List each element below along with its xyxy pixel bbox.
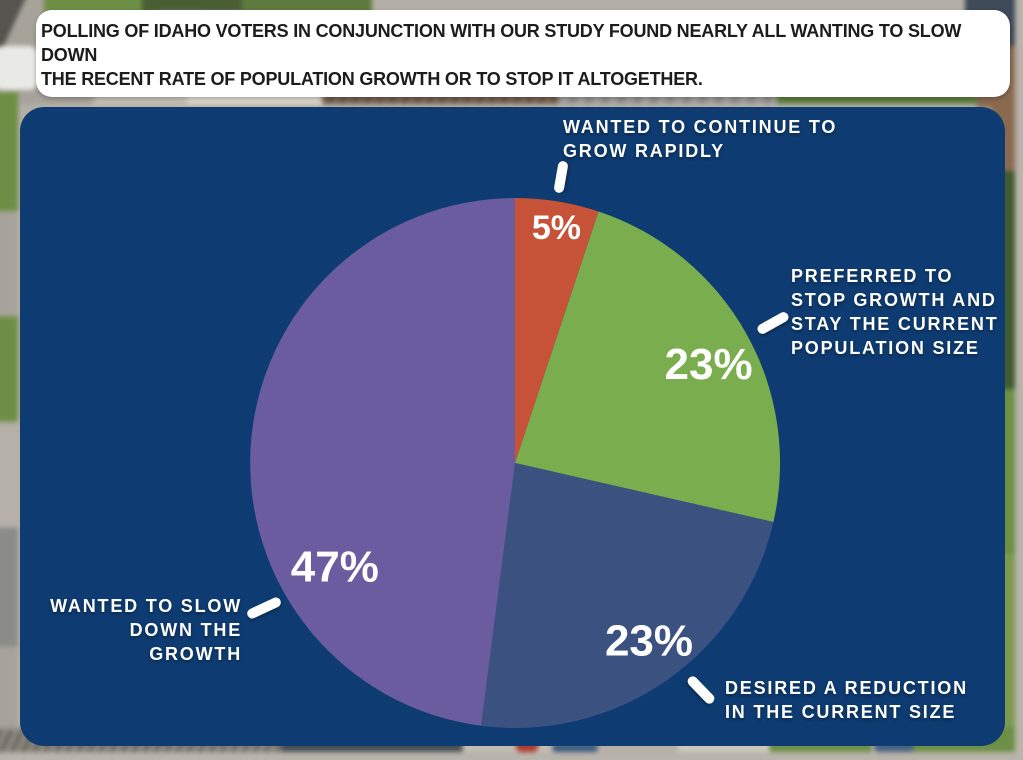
callout-continue-rapid-growth: WANTED TO CONTINUE TO GROW RAPIDLY (563, 117, 838, 161)
pie-slice-reduce-current-size (481, 463, 774, 728)
photo-patch (552, 744, 598, 752)
photo-patch (0, 46, 38, 90)
pie-percent-label-stop-growth-stay-current: 23% (665, 340, 753, 389)
photo-patch (0, 92, 18, 752)
callout-stop-growth-stay-current: PREFERRED TO STOP GROWTH AND STAY THE CU… (791, 266, 999, 358)
pie-percent-label-continue-rapid-growth: 5% (532, 209, 581, 247)
pie-slice-stop-growth-stay-current (515, 211, 781, 522)
pie-percent-label-slow-down-growth: 47% (291, 543, 379, 592)
pie-slice-continue-rapid-growth (515, 198, 599, 463)
pie-slice-slow-down-growth (250, 198, 516, 726)
callout-reduce-current-size: DESIRED A REDUCTION IN THE CURRENT SIZE (725, 678, 968, 722)
callout-slow-down-growth: WANTED TO SLOW DOWN THE GROWTH (50, 596, 242, 664)
pie-percent-label-reduce-current-size: 23% (605, 616, 693, 665)
headline-card: POLLING OF IDAHO VOTERS IN CONJUNCTION W… (36, 10, 1010, 97)
chart-card: 5% 23% 23% 47% WANTED TO CONTINUE TO GROW R… (20, 107, 1005, 746)
pie-chart: 5% 23% 23% 47% (250, 198, 781, 728)
photo-patch (142, 0, 272, 12)
headline-text: POLLING OF IDAHO VOTERS IN CONJUNCTION W… (41, 20, 962, 89)
photo-patch (874, 742, 914, 752)
